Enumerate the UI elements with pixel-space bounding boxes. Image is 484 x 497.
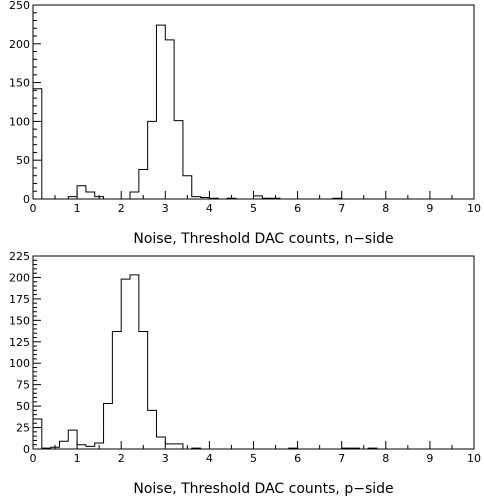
n-side-x-tick-label: 1 xyxy=(74,202,81,215)
n-side-histogram-bars xyxy=(32,24,474,200)
n-side-y-tick-label: 250 xyxy=(9,0,30,12)
p-side-y-tick-label: 200 xyxy=(9,271,30,284)
p-side-x-tick-label: 6 xyxy=(294,452,301,465)
p-side-x-tick-label: 9 xyxy=(426,452,433,465)
p-side-y-tick-label: 175 xyxy=(9,293,30,306)
p-side-y-tick-label: 125 xyxy=(9,336,30,349)
p-side-x-tick-label: 2 xyxy=(118,452,125,465)
n-side-x-tick-label: 0 xyxy=(30,202,37,215)
n-side-x-tick-label: 2 xyxy=(118,202,125,215)
p-side-x-tick-label: 3 xyxy=(162,452,169,465)
p-side-y-tick-label: 150 xyxy=(9,314,30,327)
p-side-y-tick-label: 25 xyxy=(16,422,30,435)
p-side-y-tick-label: 0 xyxy=(23,443,30,456)
n-side-y-tick-label: 100 xyxy=(9,115,30,128)
p-side-y-tick-label: 75 xyxy=(16,379,30,392)
n-side-x-tick-label: 10 xyxy=(467,202,481,215)
p-side-histogram-panel: 0 1 2 3 4 5 6 7 8 9 100255075100125150175200225Noi… xyxy=(9,250,481,497)
n-side-y-tick-label: 200 xyxy=(9,38,30,51)
n-side-x-tick-label: 7 xyxy=(338,202,345,215)
n-side-x-tick-label: 3 xyxy=(162,202,169,215)
p-side-histogram-bars xyxy=(32,274,474,450)
n-side-x-tick-label: 6 xyxy=(294,202,301,215)
p-side-plot-frame xyxy=(32,255,475,450)
p-side-x-tick-label: 10 xyxy=(467,452,481,465)
n-side-x-tick-label: 4 xyxy=(206,202,213,215)
n-side-y-tick-label: 150 xyxy=(9,77,30,90)
p-side-y-tick-label: 225 xyxy=(9,250,30,263)
n-side-x-tick-label: 8 xyxy=(382,202,389,215)
p-side-x-tick-label: 5 xyxy=(250,452,257,465)
n-side-plot-frame xyxy=(32,4,475,200)
p-side-x-tick-label: 1 xyxy=(74,452,81,465)
n-side-y-tick-label: 50 xyxy=(16,154,30,167)
p-side-x-tick-label: 8 xyxy=(382,452,389,465)
p-side-x-tick-label: 4 xyxy=(206,452,213,465)
p-side-y-tick-label: 100 xyxy=(9,357,30,370)
n-side-x-axis-label: Noise, Threshold DAC counts, n−side xyxy=(133,231,393,247)
p-side-x-tick-label: 7 xyxy=(338,452,345,465)
n-side-x-tick-label: 9 xyxy=(426,202,433,215)
p-side-x-tick-label: 0 xyxy=(30,452,37,465)
p-side-x-axis-label: Noise, Threshold DAC counts, p−side xyxy=(133,481,393,497)
p-side-y-tick-label: 50 xyxy=(16,400,30,413)
n-side-y-tick-label: 0 xyxy=(23,193,30,206)
n-side-x-tick-label: 5 xyxy=(250,202,257,215)
